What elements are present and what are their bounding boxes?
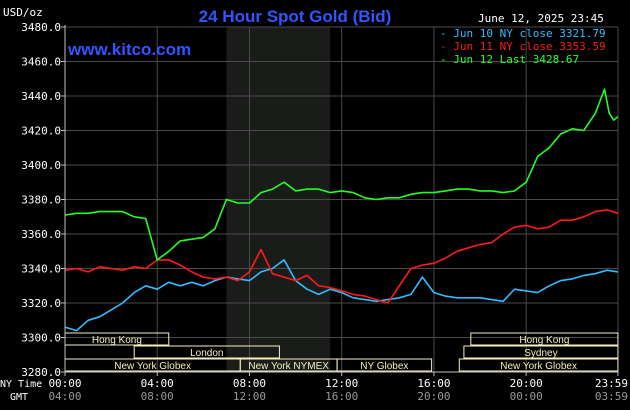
market-bands: Hong Kong Hong Kong London Sydney New York G… xyxy=(64,332,619,372)
x-tick-label-gmt: 00:00 xyxy=(510,390,543,403)
legend-entry: - Jun 12 Last 3428.67 xyxy=(440,53,579,66)
y-tick-label: 3420.0 xyxy=(21,125,61,138)
x-tick-label-gmt: 20:00 xyxy=(417,390,450,403)
market-band xyxy=(458,358,619,372)
y-tick-label: 3320.0 xyxy=(21,297,61,310)
market-band-label: London xyxy=(190,348,223,359)
market-band xyxy=(470,332,619,346)
series-layer xyxy=(64,88,619,332)
market-band-label: New York NYMEX xyxy=(248,361,329,372)
y-tick-label: 3400.0 xyxy=(21,159,61,172)
y-tick-label: 3360.0 xyxy=(21,228,61,241)
market-band-label: Hong Kong xyxy=(92,335,142,346)
series-line xyxy=(64,259,619,332)
timestamp: June 12, 2025 23:45 xyxy=(478,12,604,25)
x-tick-label-gmt: 03:59 xyxy=(595,390,628,403)
y-tick-label: 3280.0 xyxy=(21,366,61,379)
chart-title: 24 Hour Spot Gold (Bid) xyxy=(199,7,392,26)
market-band-label: NY Globex xyxy=(360,361,408,372)
axis-layer: 3480.0 3460.0 3440.0 3420.0 3400.0 3380.0 3360… xyxy=(21,21,628,403)
market-band-label: Hong Kong xyxy=(519,335,569,346)
x-tick-label-gmt: 08:00 xyxy=(141,390,174,403)
market-band xyxy=(336,358,433,372)
x-tick-label-ny: 08:00 xyxy=(233,377,266,390)
ny-time-label: NY Time xyxy=(0,379,42,390)
y-tick-label: 3340.0 xyxy=(21,263,61,276)
x-tick-label-ny: 04:00 xyxy=(141,377,174,390)
y-tick-label: 3380.0 xyxy=(21,194,61,207)
market-band-label: Sydney xyxy=(524,348,557,359)
y-axis-label: USD/oz xyxy=(3,6,43,19)
y-tick-label: 3440.0 xyxy=(21,90,61,103)
legend-entry: - Jun 10 NY close 3321.79 xyxy=(440,27,606,40)
x-tick-label-gmt: 04:00 xyxy=(48,390,81,403)
x-tick-label-ny: 20:00 xyxy=(510,377,543,390)
market-band xyxy=(463,345,619,359)
x-tick-label-ny: 16:00 xyxy=(417,377,450,390)
market-band-label: New York Globex xyxy=(500,361,577,372)
gmt-label: GMT xyxy=(10,392,28,403)
y-tick-label: 3460.0 xyxy=(21,56,61,69)
x-tick-label-gmt: 16:00 xyxy=(325,390,358,403)
market-band-label: New York Globex xyxy=(114,361,191,372)
x-tick-label-ny: 00:00 xyxy=(48,377,81,390)
legend: - Jun 10 NY close 3321.79- Jun 11 NY clo… xyxy=(440,27,606,66)
x-tick-label-gmt: 12:00 xyxy=(233,390,266,403)
y-tick-label: 3300.0 xyxy=(21,332,61,345)
series-line xyxy=(64,88,619,261)
watermark-text: www.kitco.com xyxy=(67,40,191,59)
y-tick-label: 3480.0 xyxy=(21,21,61,34)
market-band xyxy=(133,345,280,359)
x-tick-label-ny: 23:59 xyxy=(595,377,628,390)
x-tick-label-ny: 12:00 xyxy=(325,377,358,390)
legend-entry: - Jun 11 NY close 3353.59 xyxy=(440,40,606,53)
